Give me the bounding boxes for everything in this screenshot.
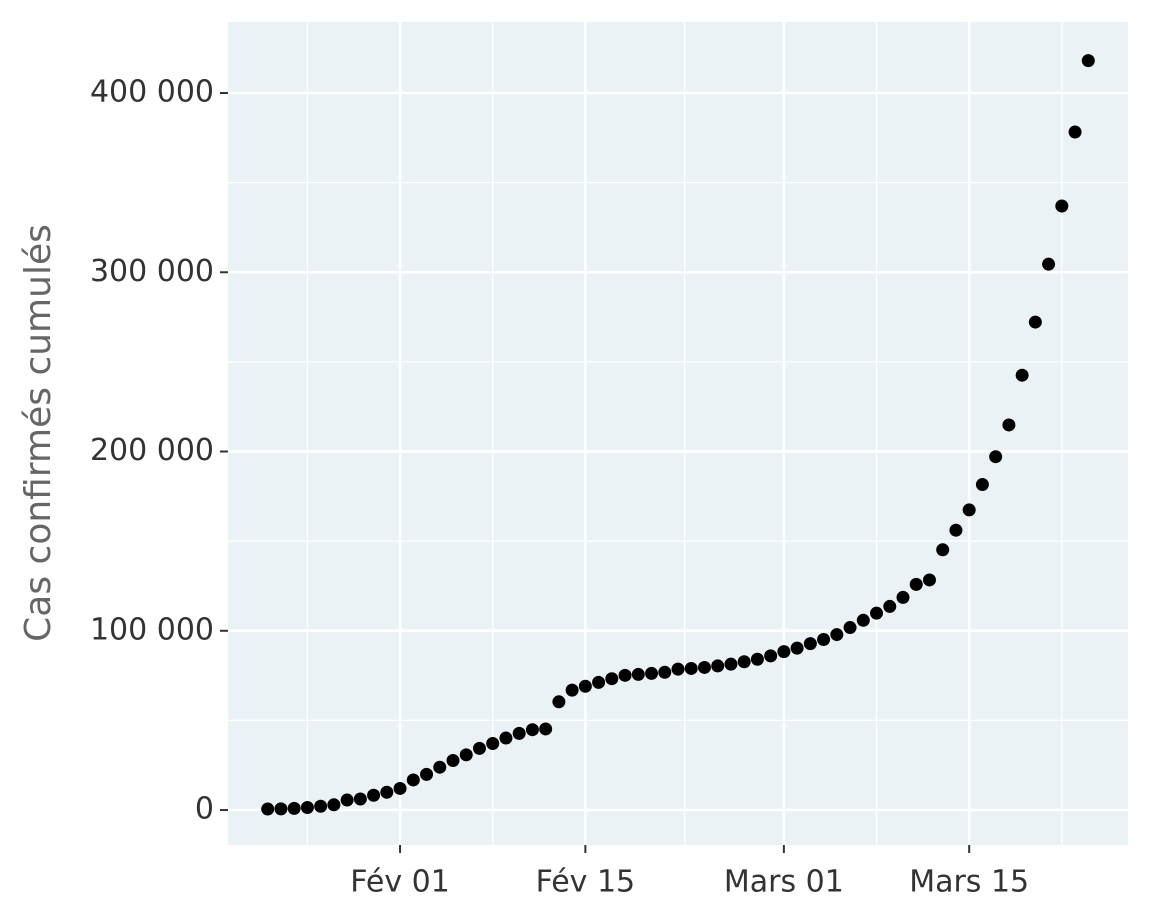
x-tick-label: Fév 01 <box>350 865 450 900</box>
point <box>724 657 738 671</box>
point <box>1081 54 1095 68</box>
point <box>512 726 526 740</box>
point <box>697 660 711 674</box>
point <box>274 802 288 816</box>
point <box>1002 418 1016 432</box>
point <box>883 599 897 613</box>
x-tick-label: Mars 01 <box>724 865 844 900</box>
point <box>261 802 275 816</box>
point <box>486 736 500 750</box>
point <box>922 573 936 587</box>
point <box>314 799 328 813</box>
point <box>631 667 645 681</box>
point <box>777 645 791 659</box>
point <box>830 628 844 642</box>
point <box>711 659 725 673</box>
point <box>578 679 592 693</box>
point <box>287 801 301 815</box>
point <box>327 798 341 812</box>
point <box>420 767 434 781</box>
point <box>790 641 804 655</box>
point <box>406 773 420 787</box>
point <box>1068 125 1082 139</box>
point <box>949 523 963 537</box>
y-tick-label: 100 000 <box>90 612 214 647</box>
point <box>353 792 367 806</box>
point <box>1055 199 1069 213</box>
point <box>962 503 976 517</box>
point <box>975 478 989 492</box>
point <box>1015 368 1029 382</box>
point <box>393 781 407 795</box>
point <box>1028 315 1042 329</box>
point <box>380 785 394 799</box>
plot-panel <box>228 22 1128 845</box>
y-axis-title: Cas confirmés cumulés <box>18 224 59 642</box>
point <box>552 695 566 709</box>
point <box>989 450 1003 464</box>
point <box>525 723 539 737</box>
point <box>459 748 473 762</box>
point <box>764 649 778 663</box>
x-tick-label: Mars 15 <box>909 865 1029 900</box>
point <box>565 683 579 697</box>
point <box>870 606 884 620</box>
y-tick-label: 300 000 <box>90 254 214 289</box>
point <box>645 666 659 680</box>
point <box>300 800 314 814</box>
point <box>472 741 486 755</box>
point <box>658 665 672 679</box>
point <box>367 788 381 802</box>
y-tick-label: 200 000 <box>90 433 214 468</box>
point <box>499 731 513 745</box>
point <box>539 722 553 736</box>
y-tick-label: 0 <box>195 792 214 827</box>
point <box>909 577 923 591</box>
point <box>750 652 764 666</box>
point <box>433 760 447 774</box>
point <box>936 543 950 557</box>
point <box>843 621 857 635</box>
point <box>817 633 831 647</box>
y-tick-label: 400 000 <box>90 74 214 109</box>
point <box>1042 257 1056 271</box>
point <box>340 793 354 807</box>
point <box>684 661 698 675</box>
point <box>446 753 460 767</box>
point <box>605 672 619 686</box>
point <box>592 675 606 689</box>
point <box>803 637 817 651</box>
point <box>896 590 910 604</box>
point <box>737 655 751 669</box>
point <box>618 668 632 682</box>
x-tick-label: Fév 15 <box>536 865 636 900</box>
point <box>671 662 685 676</box>
point <box>856 613 870 627</box>
